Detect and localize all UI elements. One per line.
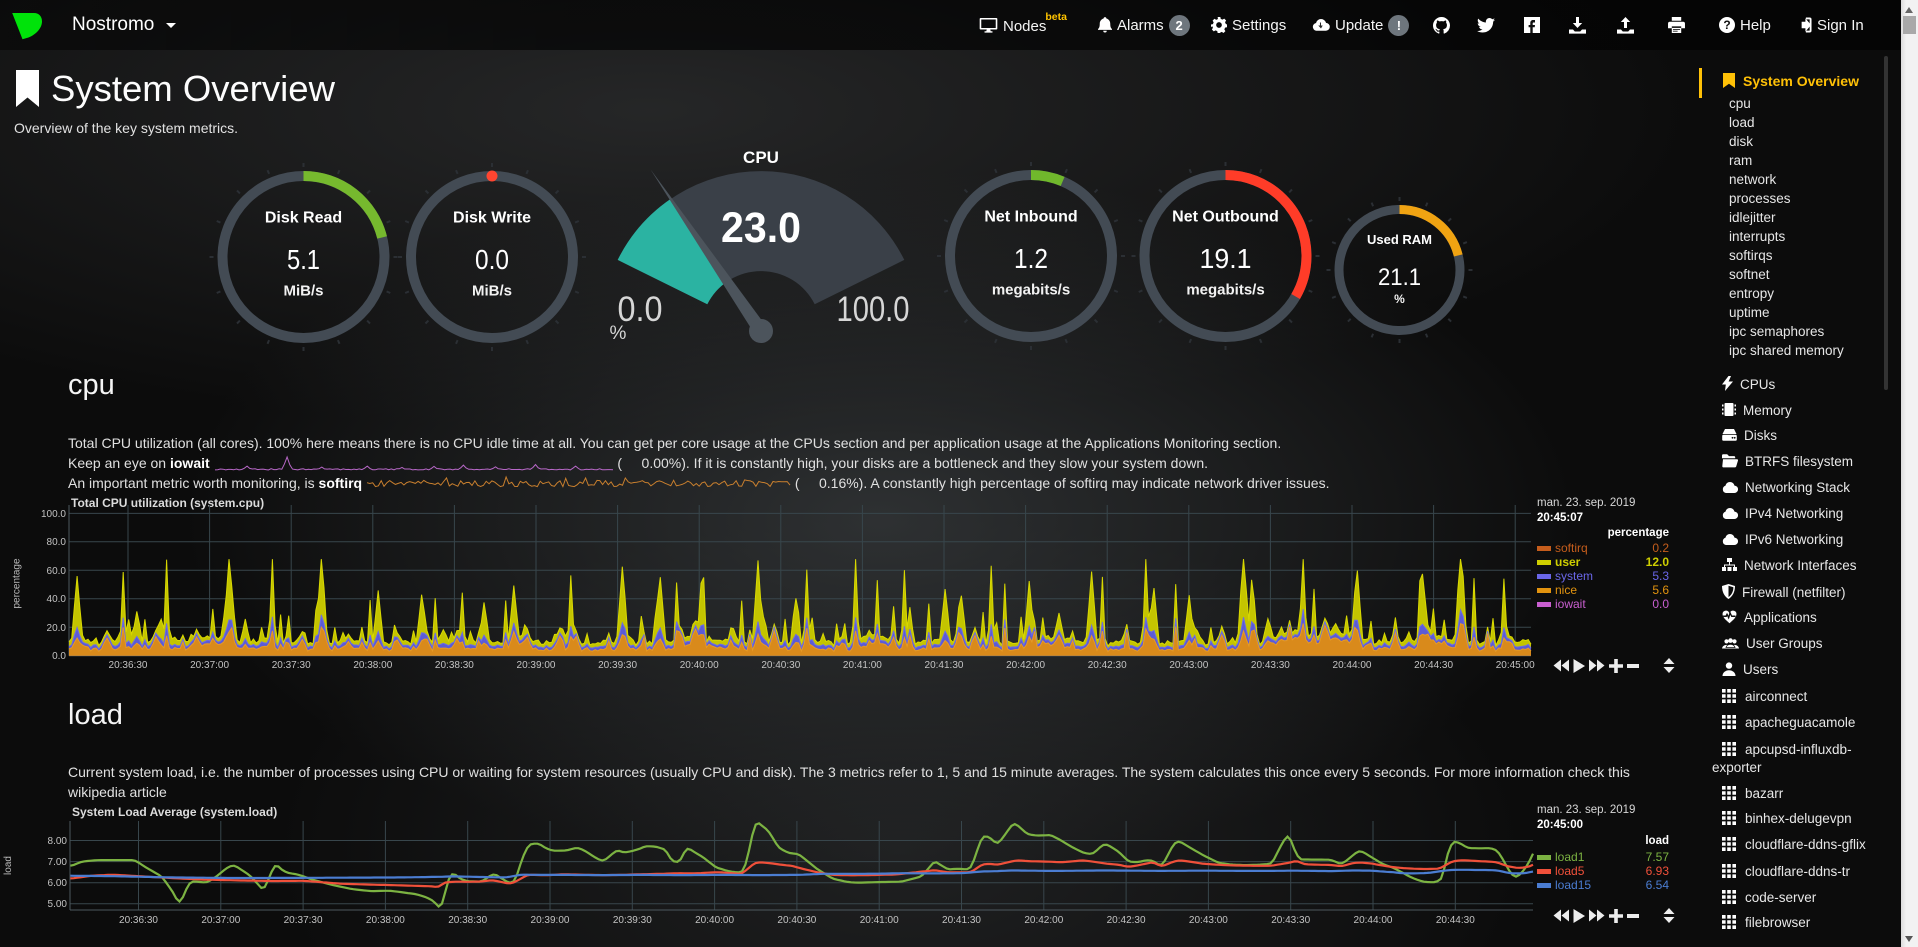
svg-text:7.00: 7.00 (48, 857, 68, 868)
svg-text:20:42:30: 20:42:30 (1088, 660, 1127, 671)
svg-text:20:39:00: 20:39:00 (517, 660, 556, 671)
svg-text:20:44:30: 20:44:30 (1414, 660, 1453, 671)
svg-text:40.0: 40.0 (47, 594, 67, 605)
svg-text:0.0: 0.0 (475, 244, 509, 275)
svg-text:Net Inbound: Net Inbound (984, 209, 1077, 226)
svg-text:8.00: 8.00 (48, 836, 68, 847)
svg-text:Disk Write: Disk Write (453, 210, 531, 227)
svg-text:23.0: 23.0 (721, 204, 801, 252)
svg-text:20:38:30: 20:38:30 (435, 660, 474, 671)
svg-text:MiB/s: MiB/s (472, 283, 512, 300)
svg-text:20:43:00: 20:43:00 (1169, 660, 1208, 671)
svg-text:20:40:30: 20:40:30 (777, 915, 816, 926)
svg-text:Disk Read: Disk Read (265, 210, 342, 227)
svg-text:20:42:00: 20:42:00 (1006, 660, 1045, 671)
svg-text:20:38:00: 20:38:00 (353, 660, 392, 671)
svg-text:20:42:30: 20:42:30 (1107, 915, 1146, 926)
svg-text:60.0: 60.0 (47, 566, 67, 577)
svg-text:20:43:00: 20:43:00 (1189, 915, 1228, 926)
svg-text:80.0: 80.0 (47, 537, 67, 548)
svg-text:20:42:00: 20:42:00 (1024, 915, 1063, 926)
svg-text:21.1: 21.1 (1378, 264, 1421, 291)
svg-text:20:38:00: 20:38:00 (366, 915, 405, 926)
svg-text:20:41:30: 20:41:30 (942, 915, 981, 926)
svg-text:20:41:30: 20:41:30 (925, 660, 964, 671)
svg-text:20:44:00: 20:44:00 (1354, 915, 1393, 926)
svg-text:20:45:00: 20:45:00 (1496, 660, 1535, 671)
svg-text:100.0: 100.0 (837, 290, 910, 329)
svg-text:19.1: 19.1 (1200, 243, 1252, 274)
svg-text:5.1: 5.1 (287, 244, 320, 275)
svg-text:megabits/s: megabits/s (1186, 282, 1264, 299)
svg-text:20:37:30: 20:37:30 (272, 660, 311, 671)
svg-text:20:38:30: 20:38:30 (448, 915, 487, 926)
svg-text:20:44:00: 20:44:00 (1333, 660, 1372, 671)
svg-text:20:44:30: 20:44:30 (1436, 915, 1475, 926)
svg-text:%: % (1394, 292, 1405, 306)
svg-text:20:37:00: 20:37:00 (201, 915, 240, 926)
svg-text:20:37:00: 20:37:00 (190, 660, 229, 671)
svg-text:6.00: 6.00 (48, 878, 68, 889)
svg-text:20:36:30: 20:36:30 (119, 915, 158, 926)
svg-text:0.0: 0.0 (618, 290, 663, 329)
svg-text:0.0: 0.0 (52, 651, 66, 662)
svg-text:?: ? (1723, 18, 1730, 32)
svg-text:20:39:30: 20:39:30 (598, 660, 637, 671)
svg-text:20.0: 20.0 (47, 623, 67, 634)
svg-text:Net Outbound: Net Outbound (1172, 209, 1279, 226)
svg-text:20:41:00: 20:41:00 (843, 660, 882, 671)
svg-text:1.2: 1.2 (1014, 243, 1048, 274)
svg-text:20:40:30: 20:40:30 (761, 660, 800, 671)
svg-text:20:41:00: 20:41:00 (860, 915, 899, 926)
svg-text:20:43:30: 20:43:30 (1271, 915, 1310, 926)
svg-text:20:39:30: 20:39:30 (613, 915, 652, 926)
svg-text:20:43:30: 20:43:30 (1251, 660, 1290, 671)
svg-text:20:39:00: 20:39:00 (531, 915, 570, 926)
svg-text:CPU: CPU (743, 148, 779, 167)
svg-text:20:36:30: 20:36:30 (109, 660, 148, 671)
svg-text:Used RAM: Used RAM (1367, 232, 1432, 247)
svg-text:100.0: 100.0 (41, 509, 66, 520)
svg-text:MiB/s: MiB/s (283, 283, 323, 300)
svg-text:5.00: 5.00 (48, 899, 68, 910)
svg-text:%: % (610, 323, 627, 344)
svg-text:megabits/s: megabits/s (992, 282, 1070, 299)
svg-text:20:40:00: 20:40:00 (695, 915, 734, 926)
svg-text:20:40:00: 20:40:00 (680, 660, 719, 671)
svg-text:20:37:30: 20:37:30 (284, 915, 323, 926)
